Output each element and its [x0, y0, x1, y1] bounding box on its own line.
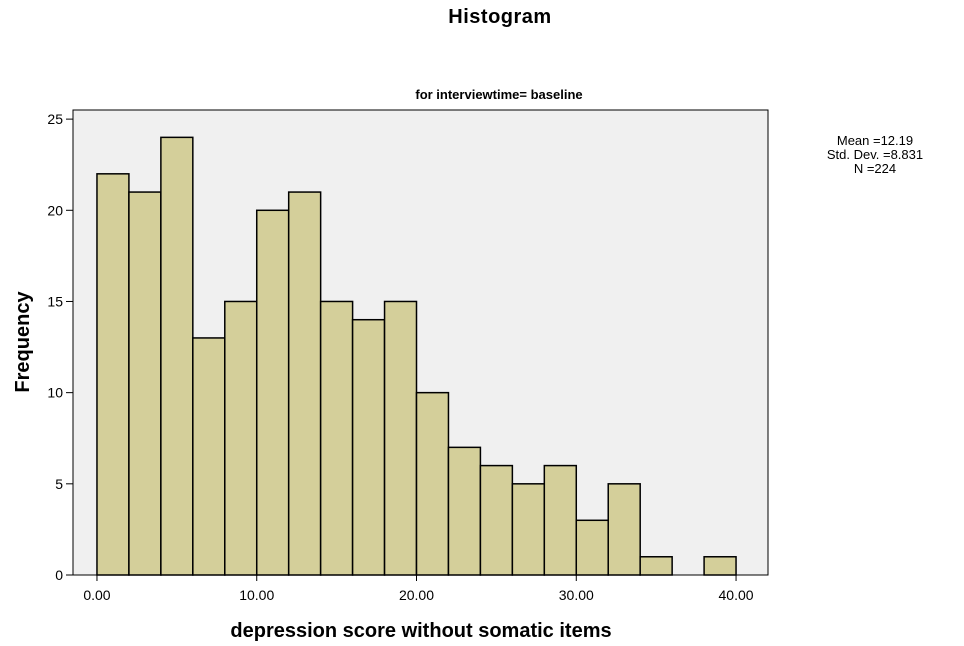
- histogram-bar-14-16: [319, 300, 354, 576]
- x-tick-label: 40.00: [719, 587, 754, 603]
- histogram-bar-26-28: [511, 483, 546, 576]
- histogram-bar-24-26: [479, 464, 514, 576]
- x-axis: 0.00 10.00 20.00 30.00 40.00: [83, 575, 754, 603]
- y-tick-label: 25: [47, 111, 63, 127]
- histogram-bar-18-20: [383, 300, 418, 576]
- chart-subtitle: for interviewtime= baseline: [415, 87, 582, 102]
- histogram-bar-38-40: [703, 556, 737, 576]
- y-axis-label: Frequency: [12, 291, 34, 393]
- histogram-bar-34-36: [639, 556, 673, 576]
- histogram-bar-10-12: [255, 209, 290, 576]
- histogram-bar-32-34: [607, 483, 641, 576]
- chart-title: Histogram: [448, 6, 552, 28]
- y-tick-label: 5: [55, 476, 63, 492]
- histogram-bar-6-8: [192, 337, 226, 576]
- summary-statistics: Mean =12.19 Std. Dev. =8.831 N =224: [800, 134, 950, 176]
- histogram-bar-12-14: [287, 191, 322, 576]
- histogram-bar-16-18: [351, 318, 386, 576]
- stat-mean: Mean =12.19: [836, 133, 914, 148]
- bars-group: [96, 136, 737, 576]
- x-tick-label: 20.00: [399, 587, 434, 603]
- histogram-bar-22-24: [447, 446, 482, 576]
- histogram-bar-4-6: [160, 136, 194, 576]
- x-axis-label: depression score without somatic items: [230, 620, 611, 642]
- stat-n: N =224: [853, 161, 897, 176]
- histogram-bar-20-22: [415, 391, 450, 576]
- y-tick-label: 20: [47, 202, 63, 218]
- y-tick-label: 10: [47, 385, 63, 401]
- x-tick-label: 30.00: [559, 587, 594, 603]
- x-tick-label: 0.00: [83, 587, 110, 603]
- histogram-bar-28-30: [543, 464, 578, 576]
- histogram-bar-2-4: [128, 191, 162, 576]
- histogram-bar-0-2: [96, 173, 130, 576]
- histogram-bar-8-10: [224, 300, 258, 576]
- y-tick-label: 15: [47, 293, 63, 309]
- stat-std-dev: Std. Dev. =8.831: [826, 147, 924, 162]
- x-tick-label: 10.00: [239, 587, 274, 603]
- y-axis: 0 5 10 15 20 25: [47, 111, 73, 583]
- y-tick-label: 0: [55, 567, 63, 583]
- histogram-bar-30-32: [575, 519, 609, 576]
